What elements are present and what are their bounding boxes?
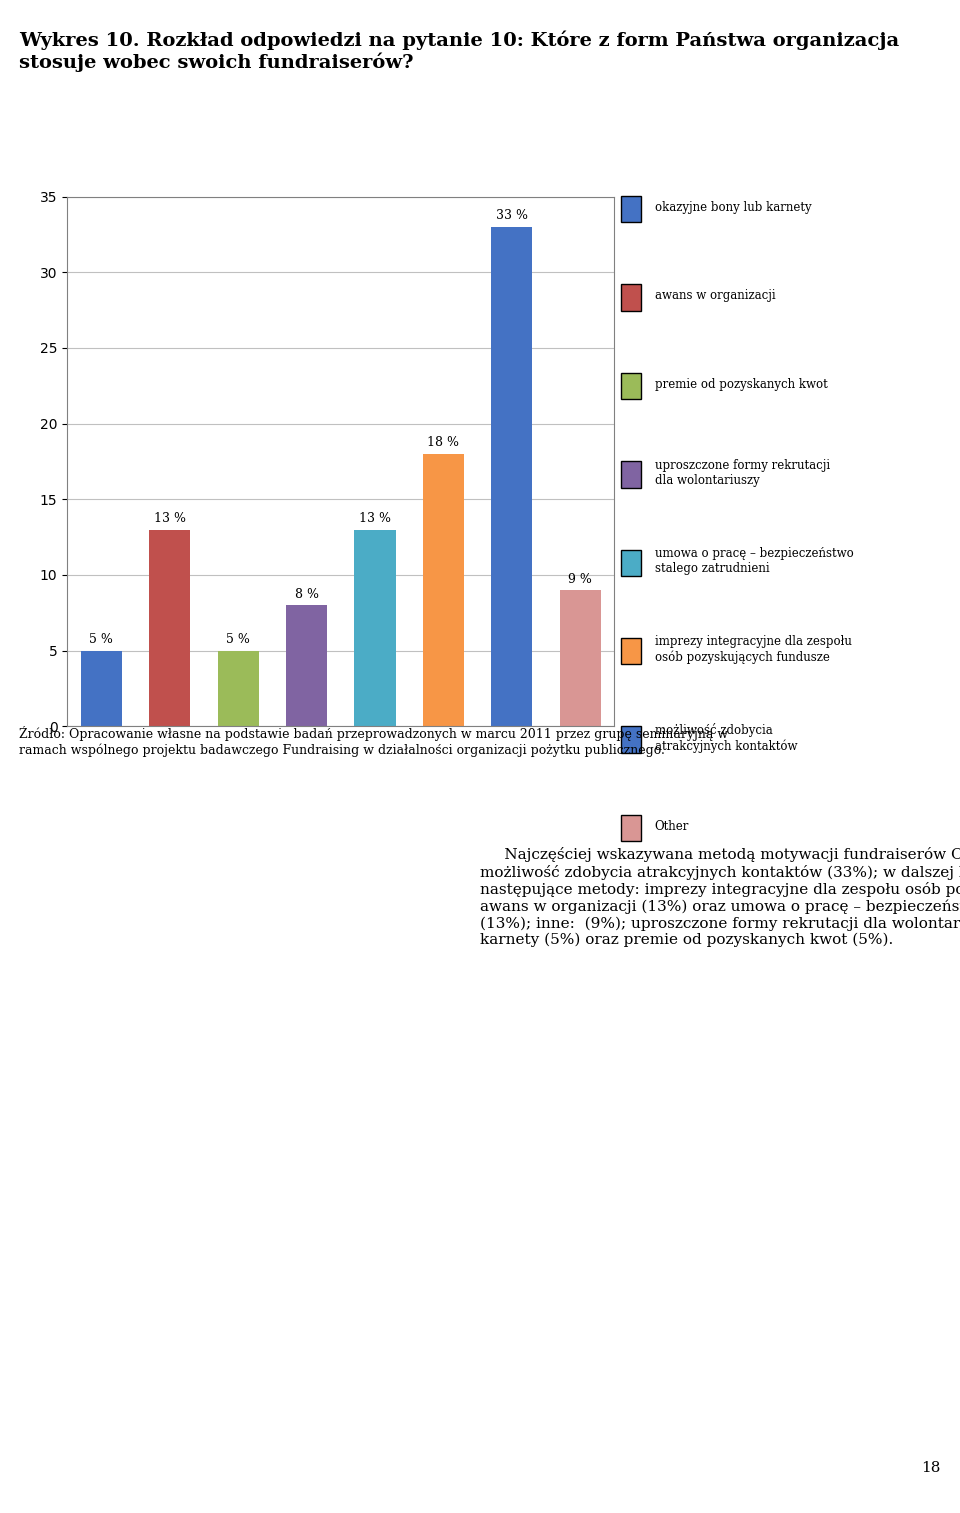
Text: 8 %: 8 % [295, 587, 319, 601]
Bar [422, 454, 464, 726]
Bar [354, 530, 396, 726]
Bar [218, 651, 258, 726]
FancyBboxPatch shape [621, 372, 641, 399]
FancyBboxPatch shape [621, 195, 641, 222]
FancyBboxPatch shape [621, 461, 641, 487]
Bar [492, 227, 532, 726]
Text: uproszczone formy rekrutacji
dla wolontariuszy: uproszczone formy rekrutacji dla wolonta… [655, 458, 829, 487]
Bar [81, 651, 122, 726]
FancyBboxPatch shape [621, 726, 641, 753]
Text: 18: 18 [922, 1460, 941, 1475]
Text: awans w organizacji: awans w organizacji [655, 289, 776, 303]
Text: 13 %: 13 % [154, 511, 186, 525]
FancyBboxPatch shape [621, 284, 641, 310]
Text: Źródło: Opracowanie własne na podstawie badań przeprowadzonych w marcu 2011 prze: Źródło: Opracowanie własne na podstawie … [19, 726, 729, 756]
Text: 13 %: 13 % [359, 511, 391, 525]
Text: 9 %: 9 % [568, 572, 592, 586]
Text: premie od pozyskanych kwot: premie od pozyskanych kwot [655, 378, 828, 390]
Text: Wykres 10. Rozkład odpowiedzi na pytanie 10: Które z form Państwa organizacja
st: Wykres 10. Rozkład odpowiedzi na pytanie… [19, 30, 900, 73]
Text: 33 %: 33 % [495, 209, 528, 222]
Text: umowa o pracę – bezpieczeństwo
stalego zatrudnieni: umowa o pracę – bezpieczeństwo stalego z… [655, 548, 853, 575]
Text: 5 %: 5 % [227, 632, 251, 646]
Text: 18 %: 18 % [427, 436, 460, 449]
Bar [560, 590, 601, 726]
FancyBboxPatch shape [621, 816, 641, 841]
Text: okazyjne bony lub karnety: okazyjne bony lub karnety [655, 201, 811, 213]
Text: możliwość zdobycia
atrakcyjnych kontaktów: możliwość zdobycia atrakcyjnych kontaktó… [655, 723, 797, 753]
FancyBboxPatch shape [621, 549, 641, 576]
FancyBboxPatch shape [621, 638, 641, 664]
Text: Other: Other [655, 820, 689, 834]
Text: 5 %: 5 % [89, 632, 113, 646]
Text: Najczęściej wskazywana metodą motywacji fundraiserów OPP wskazywały
możliwość zd: Najczęściej wskazywana metodą motywacji … [480, 847, 960, 947]
Text: imprezy integracyjne dla zespołu
osób pozyskujących fundusze: imprezy integracyjne dla zespołu osób po… [655, 635, 852, 664]
Bar [149, 530, 190, 726]
Bar [286, 605, 327, 726]
